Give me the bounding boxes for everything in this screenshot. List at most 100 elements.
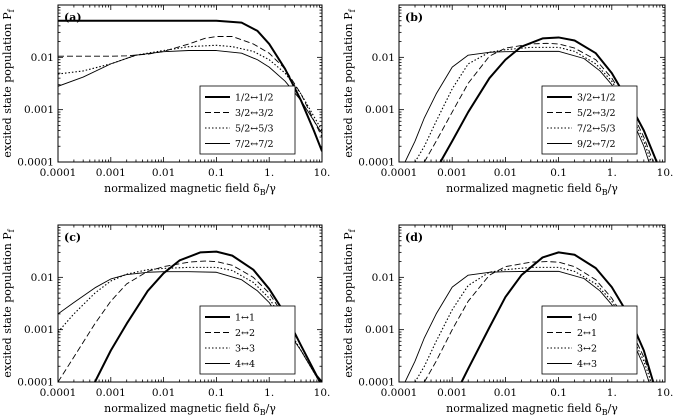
panel-label: (c) — [64, 231, 81, 244]
legend-entry: 4↔4 — [235, 359, 255, 370]
y-tick-label: 0.001 — [24, 104, 54, 116]
plot-frame — [398, 4, 666, 163]
x-axis-label-sub: B — [602, 408, 608, 417]
x-tick-label: 0.0001 — [40, 387, 77, 399]
y-tick-label: 0.0001 — [17, 377, 54, 389]
plot-frame — [398, 224, 666, 383]
legend-entry: 1↔1 — [235, 313, 255, 324]
y-tick-label: 0.01 — [372, 52, 395, 64]
series-line-0 — [94, 250, 322, 382]
x-tick-label: 0.001 — [437, 387, 467, 399]
x-axis-label: normalized magnetic field δB/γ — [104, 402, 276, 417]
y-axis-label-main: excited state population P — [1, 12, 14, 158]
x-axis-label-main: normalized magnetic field δ — [446, 402, 602, 415]
y-tick-label: 0.001 — [365, 104, 395, 116]
y-tick-label: 0.01 — [31, 272, 54, 284]
x-axis-label-tail: /γ — [608, 182, 619, 195]
x-tick-label: 10. — [314, 167, 331, 179]
y-axis-label-sub: f — [348, 8, 357, 12]
y-tick-label: 0.0001 — [358, 377, 395, 389]
y-axis-label-main: excited state population P — [342, 232, 355, 378]
series-line-1 — [58, 260, 320, 382]
series-line-3 — [58, 50, 322, 134]
x-tick-label: 1. — [264, 387, 274, 399]
legend-entry: 7/2↔5/3 — [577, 124, 616, 135]
legend-entry: 1/2↔1/2 — [235, 93, 274, 104]
legend: 1↔1 2↔2 3↔3 4↔4 — [199, 305, 296, 375]
y-axis-label: excited state population Pf — [1, 8, 16, 157]
x-tick-label: 0.01 — [494, 387, 517, 399]
x-tick-label: 1. — [607, 387, 617, 399]
x-tick-label: 10. — [657, 387, 674, 399]
series-line-1 — [58, 36, 322, 138]
y-axis-label-sub: f — [7, 8, 16, 12]
x-tick-label: 0.01 — [494, 167, 517, 179]
panel-0: 0.0001 0.001 0.01 0.1 1. 10. 0.0001 0.001 0.01 no… — [1, 4, 331, 197]
y-axis-label: excited state population Pf — [342, 228, 357, 377]
y-axis-label: excited state population Pf — [342, 8, 357, 157]
y-tick-label: 0.01 — [372, 272, 395, 284]
x-tick-label: 0.0001 — [381, 387, 418, 399]
x-tick-label: 0.1 — [550, 387, 567, 399]
x-axis-label-sub: B — [602, 188, 608, 197]
panel-2: 0.0001 0.001 0.01 0.1 1. 10. 0.0001 0.001 0.01 no… — [1, 224, 331, 417]
x-axis-label-main: normalized magnetic field δ — [104, 402, 260, 415]
x-tick-label: 0.1 — [550, 167, 567, 179]
y-tick-label: 0.0001 — [358, 157, 395, 169]
x-tick-label: 0.1 — [208, 167, 225, 179]
panel-label: (a) — [64, 11, 82, 24]
y-axis-label: excited state population Pf — [1, 228, 16, 377]
legend-entry: 7/2↔7/2 — [235, 139, 274, 150]
legend-entry: 2↔2 — [235, 328, 255, 339]
y-tick-label: 0.01 — [31, 52, 54, 64]
x-axis-label-sub: B — [260, 408, 266, 417]
y-tick-label: 0.001 — [24, 324, 54, 336]
x-tick-label: 0.0001 — [381, 167, 418, 179]
x-axis-label-sub: B — [260, 188, 266, 197]
legend-entry: 5/2↔5/3 — [235, 124, 274, 135]
x-axis-label: normalized magnetic field δB/γ — [104, 182, 276, 197]
legend-entry: 2↔1 — [577, 328, 597, 339]
legend: 1/2↔1/2 3/2↔3/2 5/2↔5/3 7/2↔7/2 — [199, 85, 296, 155]
x-axis-label-tail: /γ — [608, 402, 619, 415]
panel-label: (d) — [405, 231, 423, 244]
y-axis-label-sub: f — [7, 228, 16, 232]
legend: 1↔0 2↔1 3↔2 4↔3 — [541, 305, 638, 375]
plot-frame — [57, 4, 323, 163]
x-axis-label: normalized magnetic field δB/γ — [446, 402, 618, 417]
series-line-2 — [58, 266, 321, 382]
legend-entry: 4↔3 — [577, 359, 597, 370]
y-tick-label: 0.0001 — [17, 157, 54, 169]
x-tick-label: 0.01 — [152, 387, 175, 399]
x-tick-label: 10. — [657, 167, 674, 179]
y-axis-label-sub: f — [348, 228, 357, 232]
legend-entry: 3↔3 — [235, 344, 255, 355]
x-tick-label: 10. — [314, 387, 331, 399]
x-tick-label: 0.001 — [96, 387, 126, 399]
x-tick-label: 1. — [607, 167, 617, 179]
panel-label: (b) — [405, 11, 423, 24]
x-axis-label-tail: /γ — [266, 402, 277, 415]
x-tick-label: 0.1 — [208, 387, 225, 399]
x-axis-label-main: normalized magnetic field δ — [104, 182, 260, 195]
legend-entry: 1↔0 — [577, 313, 597, 324]
legend-entry: 5/2↔3/2 — [577, 108, 616, 119]
panel-1: 0.0001 0.001 0.01 0.1 1. 10. 0.0001 0.001 0.01 no… — [342, 4, 674, 197]
plot-frame — [57, 224, 323, 383]
x-tick-label: 0.0001 — [40, 167, 77, 179]
x-axis-label-main: normalized magnetic field δ — [446, 182, 602, 195]
legend-entry: 3/2↔1/2 — [577, 93, 616, 104]
series-line-0 — [58, 19, 322, 152]
x-tick-label: 0.001 — [437, 167, 467, 179]
x-tick-label: 1. — [264, 167, 274, 179]
legend: 3/2↔1/2 5/2↔3/2 7/2↔5/3 9/2↔7/2 — [541, 85, 638, 155]
legend-entry: 3/2↔3/2 — [235, 108, 274, 119]
x-axis-label: normalized magnetic field δB/γ — [446, 182, 618, 197]
x-tick-label: 0.01 — [152, 167, 175, 179]
y-tick-label: 0.001 — [365, 324, 395, 336]
x-tick-label: 0.001 — [96, 167, 126, 179]
x-axis-label-tail: /γ — [266, 182, 277, 195]
legend-entry: 3↔2 — [577, 344, 597, 355]
panel-3: 0.0001 0.001 0.01 0.1 1. 10. 0.0001 0.001 0.01 no… — [342, 224, 674, 417]
